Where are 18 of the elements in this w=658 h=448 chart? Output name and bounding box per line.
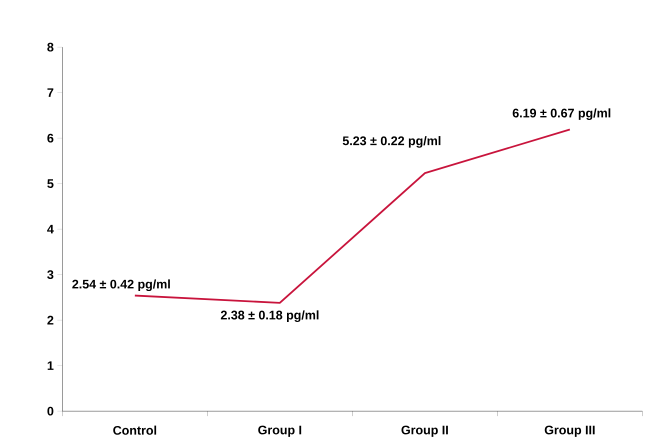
y-tick-label: 5 [47, 179, 54, 188]
x-tick-label: Control [113, 426, 156, 435]
y-tick-label: 3 [47, 270, 54, 280]
y-tick-label: 8 [47, 42, 54, 52]
y-tick-label: 6 [47, 134, 54, 143]
y-tick-label: 1 [48, 361, 54, 370]
x-tick-label: Group III [544, 426, 595, 437]
data-label: 2.38 ± 0.18 pg/ml [220, 310, 318, 322]
line-series [134, 128, 571, 304]
y-tick-label: 7 [47, 88, 54, 97]
data-label: 5.23 ± 0.22 pg/ml [342, 136, 440, 148]
data-label: 6.19 ± 0.67 pg/ml [512, 108, 610, 120]
x-tick-label: Group II [402, 426, 448, 437]
y-tick-label: 2 [47, 316, 54, 324]
y-tick-label: 0 [47, 406, 54, 416]
x-tick-label: Group I [258, 426, 302, 437]
data-label: 2.54 ± 0.42 pg/ml [72, 279, 170, 292]
y-tick-label: 4 [47, 224, 54, 234]
